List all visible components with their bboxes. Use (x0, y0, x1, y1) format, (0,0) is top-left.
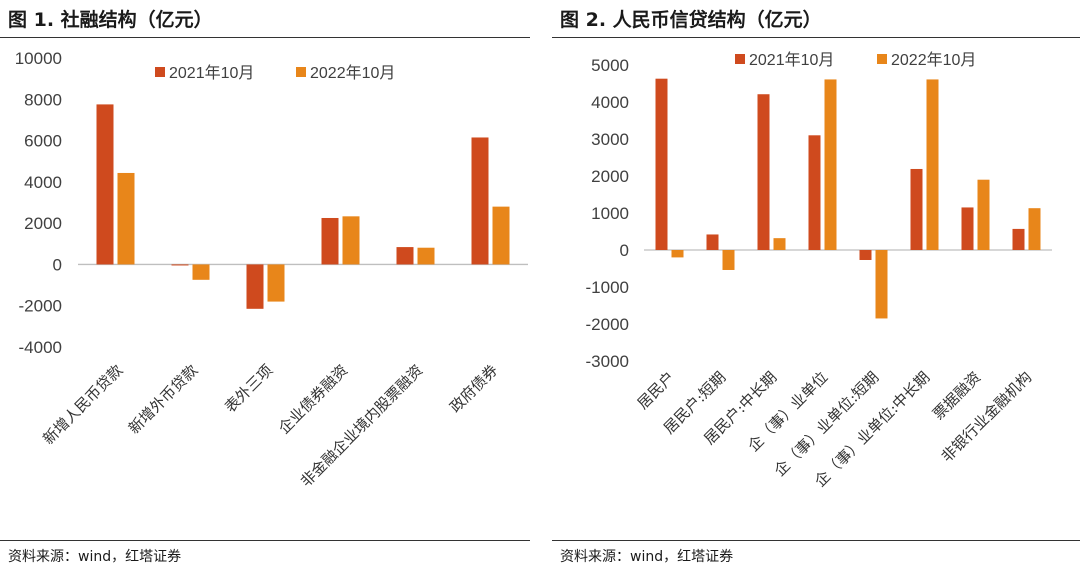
y-tick-label: 3000 (591, 130, 629, 149)
bar-series-2022 (417, 247, 435, 265)
title-rule-right (552, 37, 1080, 38)
bar-series-2021 (655, 78, 668, 250)
chart-panel-left: 图 1. 社融结构（亿元） -4000 -2000 0 2000 4000 6000 800… (0, 0, 530, 578)
category-label: 非银行业金融机构 (938, 368, 1036, 466)
bar-series-2022 (722, 250, 735, 270)
y-tick-label: -2000 (586, 315, 629, 334)
y-tick-label: 0 (53, 255, 62, 274)
bar-series-2021 (246, 264, 264, 309)
category-label: 新增外币贷款 (125, 361, 201, 437)
bar-series-2021 (171, 264, 189, 266)
title-rule-left (0, 37, 530, 38)
y-tick-label: -3000 (586, 352, 629, 371)
legend-swatch (155, 67, 165, 77)
bar-series-2021 (706, 234, 719, 250)
y-tick-label: -2000 (19, 297, 62, 316)
footer-rule-right (552, 540, 1080, 541)
chart-title-left: 图 1. 社融结构（亿元） (8, 9, 213, 31)
bar-series-2021 (321, 217, 339, 265)
bar-series-2022 (671, 250, 684, 258)
bar-series-2022 (117, 172, 135, 265)
legend-swatch (877, 54, 887, 64)
y-tick-label: -4000 (19, 338, 62, 357)
legend-label: 2022年10月 (310, 64, 395, 82)
y-tick-label: 2000 (591, 167, 629, 186)
bar-series-2022 (192, 264, 210, 280)
legend-label: 2021年10月 (169, 64, 254, 82)
bar-series-2022 (492, 206, 510, 265)
legend-label: 2021年10月 (749, 51, 834, 69)
category-label: 居民户 (634, 368, 679, 413)
y-tick-label: 0 (620, 241, 629, 260)
bar-series-2022 (267, 264, 285, 302)
bar-series-2021 (96, 104, 114, 265)
category-label: 政府债券 (446, 361, 501, 416)
legend-label: 2022年10月 (891, 51, 976, 69)
bar-series-2022 (977, 179, 990, 250)
source-note-left: 资料来源：wind，红塔证券 (8, 549, 182, 565)
bar-chart-social-financing: -4000 -2000 0 2000 4000 6000 8000 10000 新增人民币贷款新… (15, 49, 528, 491)
y-tick-label: 6000 (24, 132, 62, 151)
bar-series-2022 (824, 79, 837, 251)
bar-series-2022 (875, 250, 888, 319)
y-tick-label: 5000 (591, 56, 629, 75)
bar-series-2021 (808, 135, 821, 250)
footer-rule-left (0, 540, 530, 541)
bar-series-2021 (910, 168, 923, 250)
bar-series-2022 (926, 79, 939, 251)
category-label: 表外三项 (221, 361, 276, 416)
y-tick-label: 10000 (15, 49, 62, 68)
bar-series-2021 (859, 250, 872, 260)
y-tick-label: 1000 (591, 204, 629, 223)
category-label: 企业债券融资 (275, 361, 351, 437)
bar-series-2021 (961, 207, 974, 250)
source-note-right: 资料来源：wind，红塔证券 (560, 549, 734, 565)
y-tick-label: 2000 (24, 214, 62, 233)
bar-series-2022 (773, 238, 786, 250)
legend-swatch (296, 67, 306, 77)
y-tick-label: 8000 (24, 90, 62, 109)
y-tick-label: -1000 (586, 278, 629, 297)
legend-swatch (735, 54, 745, 64)
chart-title-right: 图 2. 人民币信贷结构（亿元） (560, 9, 822, 31)
category-label: 新增人民币贷款 (39, 361, 126, 448)
bar-chart-rmb-credit: -3000-2000-1000010002000300040005000居民户居… (586, 51, 1052, 490)
bar-series-2021 (396, 247, 414, 265)
y-tick-label: 4000 (591, 93, 629, 112)
bar-series-2021 (1012, 228, 1025, 250)
bar-series-2021 (471, 137, 489, 265)
bar-series-2021 (757, 94, 770, 250)
chart-panel-right: 图 2. 人民币信贷结构（亿元） -3000 -2000 -1000 0 1000 200… (552, 0, 1080, 578)
bar-series-2022 (342, 216, 360, 265)
category-label: 非金融企业境内股票融资 (297, 361, 426, 490)
y-tick-label: 4000 (24, 173, 62, 192)
bar-series-2022 (1028, 208, 1041, 250)
